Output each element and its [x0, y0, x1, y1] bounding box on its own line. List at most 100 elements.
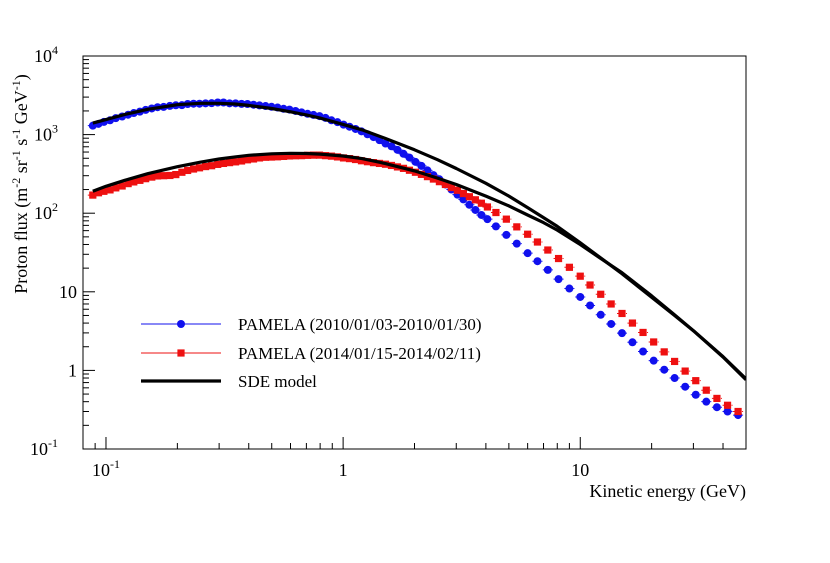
y-tick-label: 1 [68, 360, 77, 380]
pamela-2014-point [351, 155, 360, 164]
pamela-2014-point [255, 154, 264, 162]
axis-ticks: 10-1 1 10 10-1 1 10 102 103 104 [30, 43, 747, 480]
pamela-2014-point [142, 175, 150, 183]
pamela-2010-point [465, 200, 474, 209]
y-label-mid1: sr [11, 160, 31, 178]
pamela-2014-point [208, 162, 216, 170]
pamela-2010-point [681, 382, 690, 391]
pamela-2014-point [723, 401, 732, 409]
pamela-2010-point [502, 230, 511, 239]
pamela-2010-point [565, 284, 574, 293]
pamela-2014-point [94, 189, 103, 197]
pamela-2010-point [533, 257, 542, 266]
x-tick-label: 1 [339, 460, 348, 480]
sde-model-curve-2014 [92, 151, 746, 381]
y-tick-label: 103 [34, 122, 58, 145]
pamela-2010-point [660, 365, 669, 374]
legend-marker [177, 320, 185, 328]
legend-item: PAMELA (2010/01/03-2010/01/30) [141, 315, 482, 334]
pamela-2010-point [405, 153, 414, 162]
y-label-mid2: s [11, 139, 31, 151]
pamela-2010-point [723, 407, 732, 416]
y-label-main: Proton flux (m [11, 188, 32, 294]
pamela-2014-point [533, 238, 542, 246]
legend-marker [177, 349, 185, 357]
pamela-2014-point [607, 300, 615, 308]
y-label-mid3: GeV [11, 90, 31, 129]
pamela-2010-point [628, 338, 637, 347]
pamela-2014-point [100, 187, 108, 195]
pamela-2010-point [618, 329, 627, 338]
y-label-end: ) [11, 74, 32, 80]
pamela-2014-point [130, 178, 138, 186]
pamela-2014-point [225, 159, 234, 167]
pamela-2014-point [89, 191, 97, 199]
pamela-2014-point [554, 254, 563, 263]
y-label-sup3: -1 [9, 129, 23, 139]
pamela-2014-point [136, 176, 144, 184]
pamela-2014-point [297, 152, 306, 160]
pamela-2014-point [702, 386, 710, 394]
pamela-2010-point [483, 215, 492, 224]
series-layer [87, 98, 746, 420]
pamela-2010-point [471, 205, 480, 214]
pamela-2010-point [523, 249, 532, 258]
x-tick-label: 10 [571, 460, 589, 480]
svg-text:Proton flux (m-2 sr-1 s-1 GeV-: Proton flux (m-2 sr-1 s-1 GeV-1) [9, 74, 32, 294]
pamela-2014-point [243, 156, 252, 164]
pamela-2010-point [399, 149, 408, 158]
pamela-2014-point [492, 208, 500, 217]
pamela-2014-point [195, 164, 204, 172]
pamela-2010-point [459, 195, 468, 204]
pamela-2014-point [618, 309, 626, 318]
pamela-2010-point [670, 374, 679, 383]
legend: PAMELA (2010/01/03-2010/01/30) PAMELA (20… [141, 315, 482, 391]
pamela-2014-point [471, 196, 479, 204]
y-tick-label: 102 [34, 200, 58, 223]
pamela-2010-point [691, 390, 700, 399]
pamela-2010-point [607, 319, 616, 328]
pamela-2010-point [649, 356, 658, 365]
pamela-2014-point [124, 180, 132, 188]
pamela-2010-point [639, 347, 648, 356]
y-label-sup2: -1 [9, 150, 23, 160]
pamela-2014-point [153, 172, 162, 180]
pamela-2014-point [513, 223, 521, 231]
pamela-2014-point [459, 189, 467, 198]
pamela-2014-point [189, 165, 198, 173]
pamela-2014-point [118, 182, 126, 190]
pamela-2010-point [554, 275, 563, 284]
pamela-2014-point [166, 171, 174, 180]
pamela-2014-point [502, 215, 510, 223]
pamela-2010-point [417, 161, 426, 170]
pamela-2010-point [543, 265, 552, 274]
pamela-2014-point [441, 180, 450, 189]
y-tick-label: 104 [34, 43, 58, 66]
y-label-sup4: -1 [9, 80, 23, 90]
pamela-2014-point [261, 153, 270, 161]
pamela-2014-point [160, 172, 168, 180]
pamela-2010-point [411, 157, 420, 166]
pamela-2014-markers [87, 151, 744, 416]
pamela-2014-point [273, 153, 282, 161]
pamela-2014-point [734, 407, 742, 416]
pamela-2014-point [172, 170, 180, 179]
pamela-2014-point [565, 263, 573, 271]
pamela-2014-point [339, 154, 348, 162]
pamela-2014-point [214, 160, 222, 168]
pamela-2014-point [435, 178, 443, 186]
pamela-2014-point [345, 155, 354, 163]
pamela-2014-point [586, 281, 594, 289]
pamela-2014-point [112, 184, 120, 192]
pamela-2014-point [285, 152, 294, 160]
pamela-2014-point [477, 199, 485, 207]
pamela-2014-point [231, 158, 240, 166]
y-axis-label: Proton flux (m-2 sr-1 s-1 GeV-1) [9, 74, 32, 294]
pamela-2010-point [491, 222, 500, 231]
y-tick-label: 10 [59, 282, 77, 302]
pamela-2014-point [291, 152, 300, 160]
pamela-2010-point [712, 403, 721, 412]
pamela-2014-point [267, 153, 276, 161]
